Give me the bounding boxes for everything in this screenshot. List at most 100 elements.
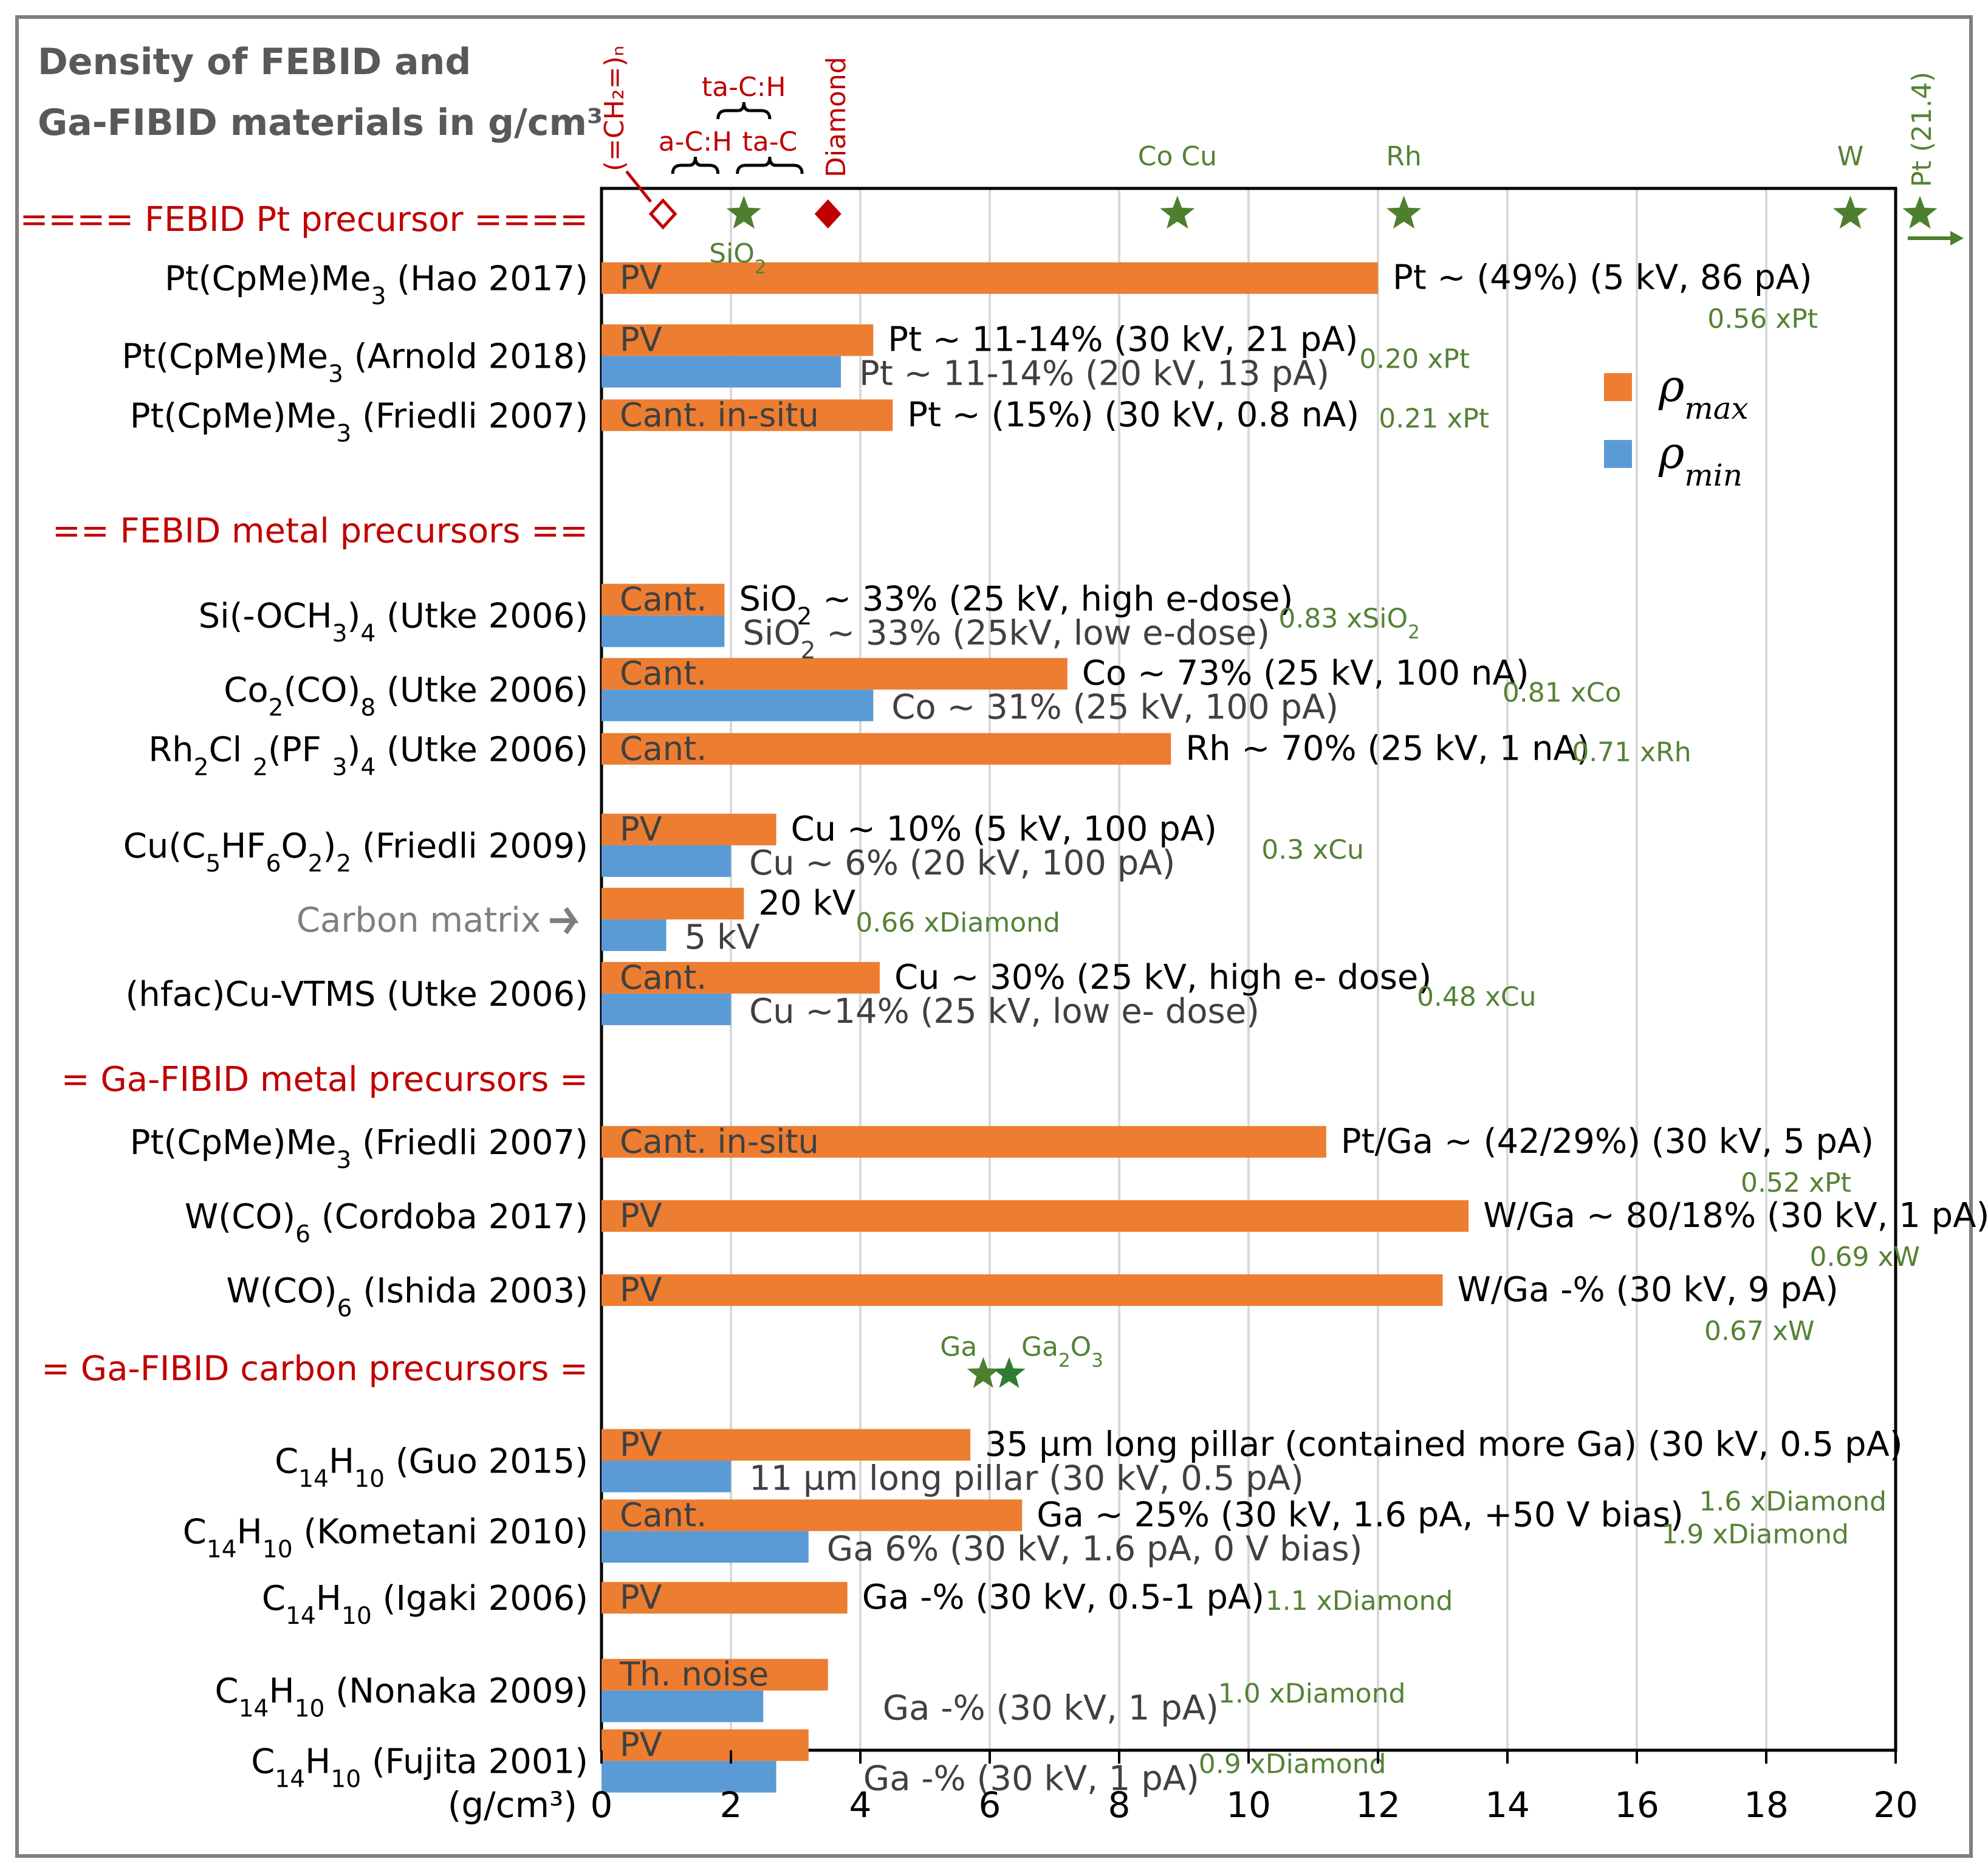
reference-diamond-0 — [648, 198, 677, 230]
category-label-2: Pt(CpMe)Me3 (Friedli 2007) — [130, 396, 588, 447]
max-label-9: Pt/Ga ~ (42/29%) (30 kV, 5 pA) — [1341, 1122, 1874, 1161]
min-label-16: Ga -% (30 kV, 1 pA) — [863, 1759, 1199, 1799]
method-label-3: Cant. — [620, 580, 707, 619]
x-tick-label-1: 2 — [720, 1784, 742, 1826]
min-label-1: Pt ~ 11-14% (20 kV, 13 pA) — [859, 354, 1329, 394]
legend-swatch-1 — [1604, 440, 1632, 468]
bar-max-11 — [602, 1274, 1443, 1306]
category-label-11: W(CO)6 (Ishida 2003) — [226, 1271, 588, 1322]
bar-min-16 — [602, 1761, 776, 1793]
method-label-2: Cant. in-situ — [620, 396, 819, 434]
ratio-label-2: 0.21 xPt — [1379, 403, 1489, 434]
x-axis-label: (g/cm³) — [448, 1784, 577, 1826]
ratio-label-4: 0.81 xCo — [1503, 678, 1622, 709]
max-label-5: Rh ~ 70% (25 kV, 1 nA) — [1185, 729, 1590, 768]
category-label-13: C14H10 (Kometani 2010) — [183, 1512, 588, 1563]
bar-min-4 — [602, 689, 874, 721]
max-label-2: Pt ~ (15%) (30 kV, 0.8 nA) — [907, 395, 1359, 435]
ratio-label-15: 1.0 xDiamond — [1218, 1679, 1406, 1710]
carbon-bracket-label-0: a-C:H — [659, 126, 732, 157]
ratio-label-3: 0.83 xSiO2 — [1278, 603, 1419, 644]
x-tick-label-0: 0 — [591, 1784, 613, 1826]
x-tick-label-6: 12 — [1356, 1784, 1400, 1826]
max-label-3: SiO2 ~ 33% (25 kV, high e-dose) — [739, 580, 1293, 630]
method-label-10: PV — [620, 1197, 662, 1235]
min-label-15: Ga -% (30 kV, 1 pA) — [883, 1689, 1219, 1728]
category-label-12: C14H10 (Guo 2015) — [275, 1442, 588, 1493]
reference-label-6: Pt (21.4) — [1907, 72, 1938, 187]
min-label-6: Cu ~ 6% (20 kV, 100 pA) — [749, 844, 1175, 883]
reference-star-6 — [1902, 196, 1938, 229]
bar-max-6 — [602, 813, 776, 845]
category-label-3: Si(-OCH3)4 (Utke 2006) — [199, 597, 588, 648]
category-label-14: C14H10 (Igaki 2006) — [262, 1579, 588, 1630]
category-label-7: Carbon matrix — [296, 901, 541, 940]
bar-max-13 — [602, 1499, 1023, 1531]
legend-swatch-0 — [1604, 373, 1632, 401]
ga-star-1 — [993, 1357, 1026, 1388]
method-label-13: Cant. — [620, 1496, 707, 1534]
category-label-16: C14H10 (Fujita 2001) — [251, 1742, 588, 1793]
ga-label-0: Ga — [940, 1332, 977, 1363]
method-label-8: Cant. — [620, 958, 707, 997]
category-label-6: Cu(C5HF6O2)2 (Friedli 2009) — [123, 827, 588, 878]
category-label-5: Rh2Cl 2(PF 3)4 (Utke 2006) — [148, 730, 588, 781]
reference-label-0: (=CH₂=)ₙ — [599, 46, 630, 171]
ga-label-1: Ga2O3 — [1021, 1332, 1103, 1372]
method-label-12: PV — [620, 1426, 662, 1464]
ratio-label-8: 0.48 xCu — [1417, 981, 1537, 1012]
max-label-7: 20 kV — [758, 884, 855, 923]
category-label-1: Pt(CpMe)Me3 (Arnold 2018) — [122, 337, 588, 388]
bar-min-3 — [602, 615, 725, 647]
bar-min-8 — [602, 993, 731, 1025]
legend-label-0: ρmax — [1658, 360, 1749, 426]
reference-label-2: Diamond — [821, 57, 852, 177]
x-tick-label-9: 18 — [1744, 1784, 1789, 1826]
min-label-7: 5 kV — [685, 918, 760, 957]
reference-star-1 — [726, 196, 761, 229]
reference-diamond-2 — [814, 199, 841, 229]
max-label-6: Cu ~ 10% (5 kV, 100 pA) — [791, 809, 1217, 849]
x-tick-label-5: 10 — [1226, 1784, 1271, 1826]
max-label-1: Pt ~ 11-14% (30 kV, 21 pA) — [888, 320, 1358, 360]
max-label-4: Co ~ 73% (25 kV, 100 nA) — [1082, 654, 1529, 693]
method-label-4: Cant. — [620, 655, 707, 693]
method-label-16: PV — [620, 1726, 662, 1764]
max-label-8: Cu ~ 30% (25 kV, high e- dose) — [894, 958, 1431, 997]
max-label-12: 35 µm long pillar (contained more Ga) (3… — [985, 1425, 1903, 1465]
ratio-label-16: 0.9 xDiamond — [1199, 1749, 1386, 1780]
bar-max-15 — [602, 1658, 828, 1691]
reference-label-5: W — [1837, 141, 1864, 172]
method-label-5: Cant. — [620, 729, 707, 768]
carbon-bracket-1 — [736, 156, 804, 174]
bar-min-1 — [602, 356, 841, 388]
bar-max-9 — [602, 1126, 1326, 1158]
bar-min-13 — [602, 1531, 809, 1563]
min-label-8: Cu ~14% (25 kV, low e- dose) — [749, 992, 1260, 1031]
method-label-9: Cant. in-situ — [620, 1122, 819, 1161]
bar-max-3 — [602, 583, 725, 616]
x-tick-label-4: 8 — [1108, 1784, 1131, 1826]
carbon-bracket-0 — [671, 156, 720, 174]
bar-max-12 — [602, 1429, 971, 1461]
x-tick-label-2: 4 — [849, 1784, 872, 1826]
x-tick-label-8: 16 — [1614, 1784, 1659, 1826]
min-label-3: SiO2 ~ 33% (25kV, low e-dose) — [742, 614, 1270, 665]
min-label-13: Ga 6% (30 kV, 1.6 pA, 0 V bias) — [827, 1529, 1363, 1569]
carbon-arrow-icon — [550, 907, 579, 935]
x-tick-label-3: 6 — [979, 1784, 1001, 1826]
ratio-label-1: 0.20 xPt — [1359, 344, 1470, 375]
bar-max-2 — [602, 399, 893, 431]
method-label-15: Th. noise — [619, 1655, 769, 1694]
bar-max-16 — [602, 1729, 809, 1761]
ratio-label-10: 0.69 xW — [1810, 1242, 1921, 1273]
bar-min-7 — [602, 919, 667, 951]
section-label-0: ==== FEBID Pt precursor ==== — [19, 200, 588, 239]
carbon-bracket-label-2: ta-C:H — [702, 72, 786, 103]
category-label-8: (hfac)Cu-VTMS (Utke 2006) — [125, 975, 588, 1014]
reference-arrowhead-icon — [1950, 231, 1964, 246]
category-label-4: Co2(CO)8 (Utke 2006) — [224, 671, 588, 722]
section-label-1: == FEBID metal precursors == — [52, 511, 588, 551]
max-label-14: Ga -% (30 kV, 0.5-1 pA) — [862, 1578, 1264, 1617]
